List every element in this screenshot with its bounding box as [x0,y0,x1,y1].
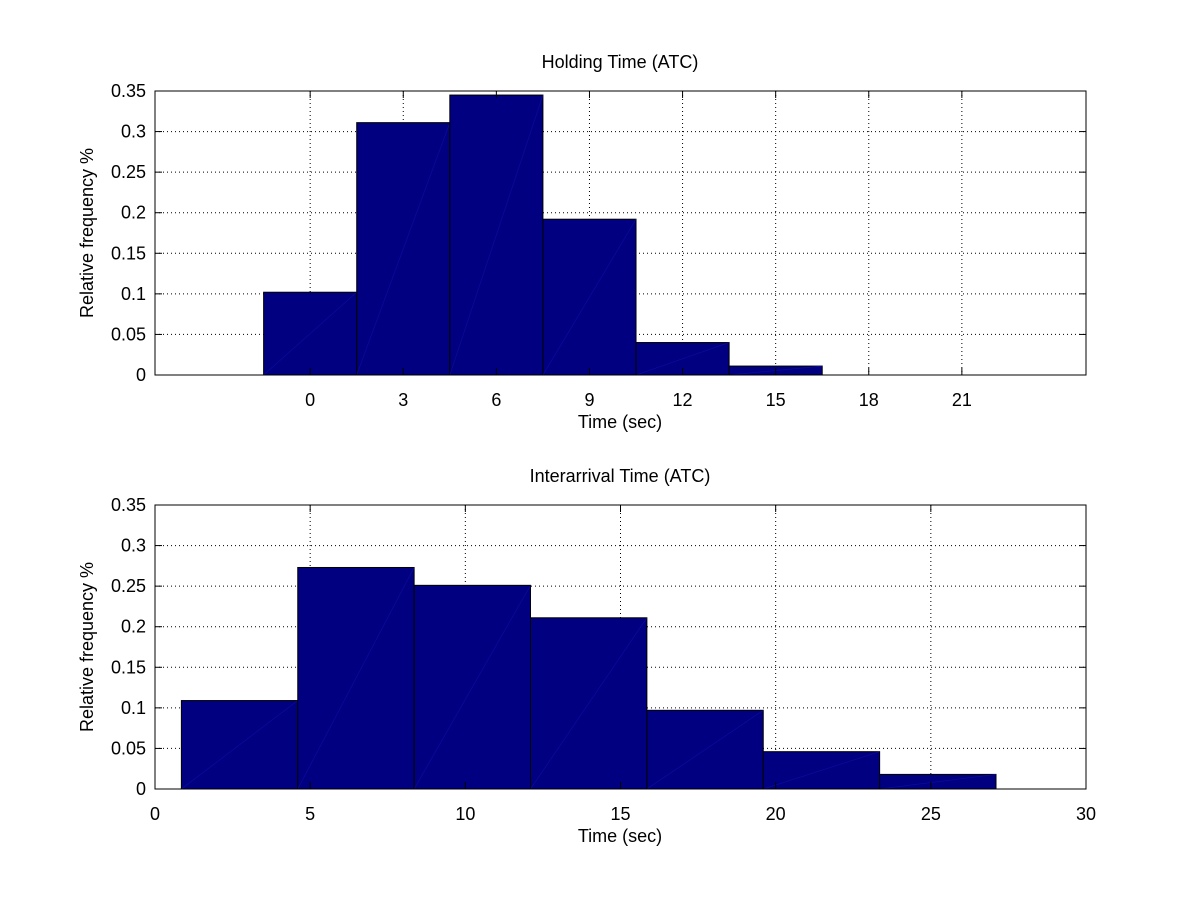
y-tick-label: 0.3 [121,122,146,142]
bar-diagonal [542,219,637,376]
y-tick-label: 0 [136,365,146,385]
x-axis-label: Time (sec) [578,826,662,846]
chart-title: Interarrival Time (ATC) [530,466,711,486]
x-tick-label: 5 [305,804,315,824]
x-tick-label: 6 [491,390,501,410]
x-tick-label: 18 [859,390,879,410]
y-tick-label: 0.2 [121,617,146,637]
bar-diagonal [530,617,648,790]
y-tick-label: 0.35 [111,495,146,515]
y-axis-label: Relative frequency % [77,148,97,318]
x-tick-label: 3 [398,390,408,410]
y-tick-label: 0.1 [121,284,146,304]
bar-diagonal [879,773,997,790]
x-tick-label: 15 [766,390,786,410]
y-tick-label: 0.25 [111,162,146,182]
y-tick-label: 0.05 [111,738,146,758]
bar-diagonal [413,585,531,790]
y-tick-label: 0.15 [111,657,146,677]
x-axis-label: Time (sec) [578,412,662,432]
x-tick-label: 21 [952,390,972,410]
bar-diagonal [635,342,730,376]
y-axis-label: Relative frequency % [77,562,97,732]
plot-area: 0 5 10 15 20 25 30 0 0.05 0.1 0.15 0.2 0.25 0.3 0.35 [111,495,1096,824]
y-tick-label: 0 [136,779,146,799]
y-tick-label: 0.1 [121,698,146,718]
bar-diagonal [449,94,544,376]
x-tick-label: 15 [610,804,630,824]
interarrival-time-chart: Interarrival Time (ATC) 0 5 10 15 20 25 30 0 0.0… [77,466,1096,846]
chart-title: Holding Time (ATC) [542,52,699,72]
x-tick-label: 10 [455,804,475,824]
bar-diagonal [356,122,451,376]
bar-diagonal [297,567,415,790]
x-tick-label: 9 [584,390,594,410]
y-tick-label: 0.05 [111,324,146,344]
y-tick-label: 0.3 [121,536,146,556]
y-tick-label: 0.15 [111,243,146,263]
bar-diagonal [646,709,764,790]
x-tick-label: 0 [305,390,315,410]
y-tick-label: 0.35 [111,81,146,101]
axes-box [154,90,1087,376]
holding-time-chart: Holding Time (ATC) 0 3 6 9 12 15 18 2100.050.10… [77,52,1087,432]
plot-area: 0 3 6 9 12 15 18 21 0 0.05 0.1 0.15 0.2 0.25 0.3 0.35 [111,81,1087,410]
x-tick-label: 0 [150,804,160,824]
x-tick-label: 25 [921,804,941,824]
bar-diagonal [263,291,357,376]
x-tick-label: 12 [673,390,693,410]
x-tick-label: 20 [766,804,786,824]
bar-diagonal [763,751,880,790]
bar-diagonal [181,700,298,790]
x-tick-label: 30 [1076,804,1096,824]
y-tick-label: 0.25 [111,576,146,596]
y-tick-label: 0.2 [121,203,146,223]
